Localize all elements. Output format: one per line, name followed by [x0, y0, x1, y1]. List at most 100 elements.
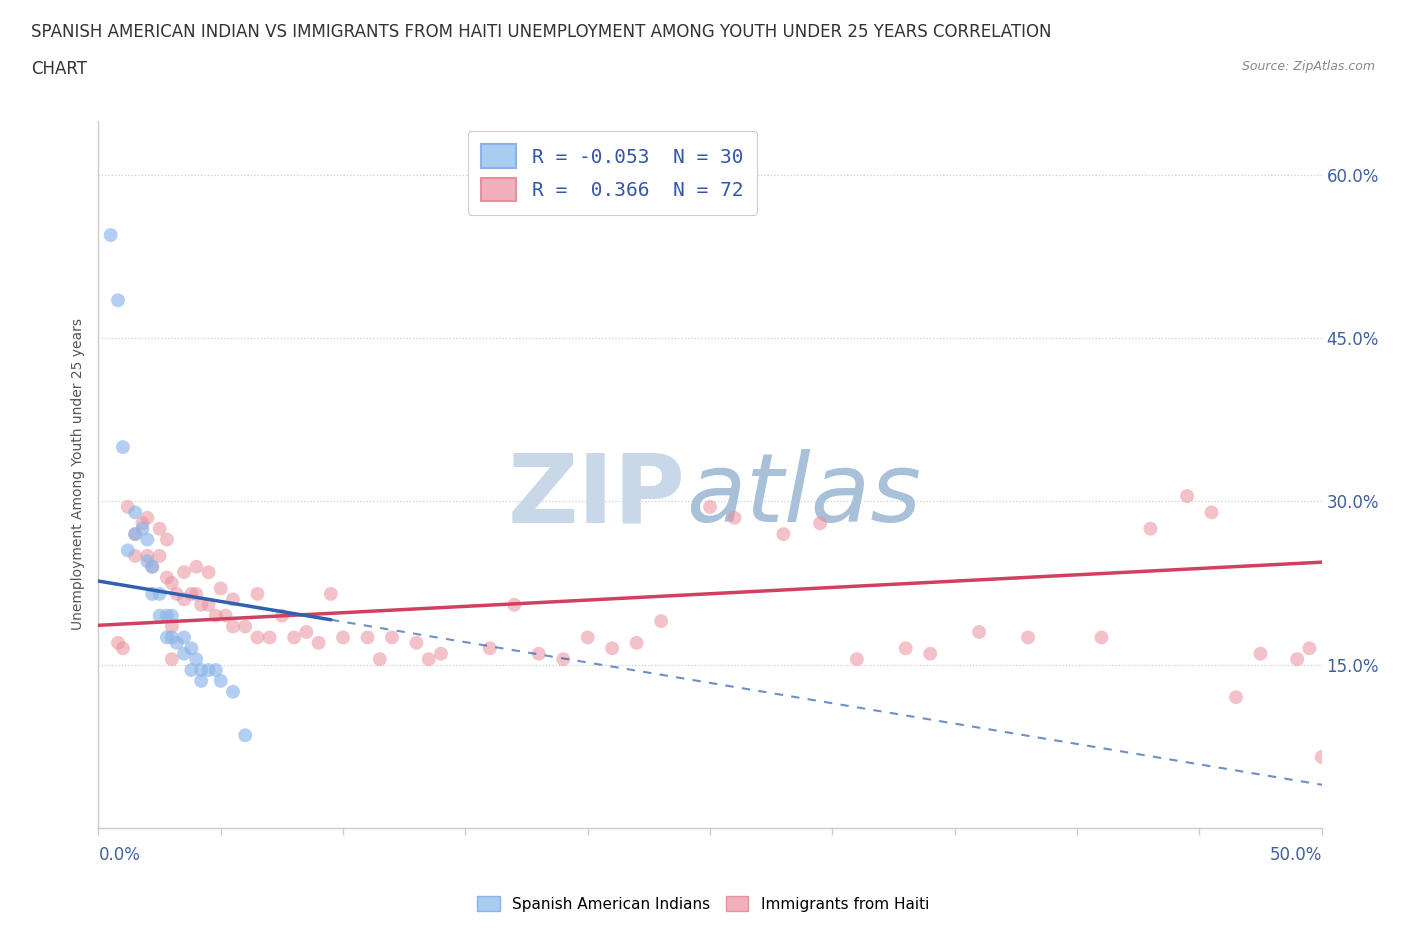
Point — [166, 635, 188, 650]
Point — [186, 587, 208, 602]
Text: atlas: atlas — [686, 449, 921, 542]
Point — [1090, 630, 1112, 644]
Point — [405, 635, 427, 650]
Point — [156, 570, 179, 585]
Point — [283, 630, 305, 644]
Point — [576, 630, 599, 644]
Point — [1017, 630, 1039, 644]
Point — [920, 646, 942, 661]
Point — [173, 591, 195, 606]
Point — [418, 652, 440, 667]
Point — [308, 635, 330, 650]
Legend: R = -0.053  N = 30, R =  0.366  N = 72: R = -0.053 N = 30, R = 0.366 N = 72 — [468, 130, 756, 215]
Point — [723, 511, 745, 525]
Point — [1225, 690, 1247, 705]
Point — [124, 549, 146, 564]
Point — [141, 559, 163, 574]
Point — [180, 641, 202, 656]
Point — [197, 565, 219, 579]
Point — [131, 521, 153, 536]
Point — [190, 662, 212, 677]
Point — [160, 630, 183, 644]
Point — [197, 597, 219, 612]
Point — [222, 591, 245, 606]
Point — [527, 646, 550, 661]
Point — [136, 511, 159, 525]
Point — [136, 532, 159, 547]
Point — [136, 549, 159, 564]
Point — [190, 673, 212, 688]
Point — [1139, 521, 1161, 536]
Point — [166, 587, 188, 602]
Point — [430, 646, 453, 661]
Point — [156, 532, 179, 547]
Text: 50.0%: 50.0% — [1270, 846, 1322, 864]
Point — [478, 641, 501, 656]
Point — [209, 581, 232, 596]
Point — [772, 526, 794, 541]
Point — [553, 652, 575, 667]
Point — [117, 499, 139, 514]
Point — [124, 526, 146, 541]
Point — [600, 641, 623, 656]
Point — [149, 587, 172, 602]
Point — [190, 597, 212, 612]
Point — [894, 641, 917, 656]
Point — [246, 587, 269, 602]
Point — [259, 630, 281, 644]
Point — [111, 440, 134, 455]
Point — [808, 516, 831, 531]
Point — [131, 516, 153, 531]
Point — [205, 662, 228, 677]
Point — [1286, 652, 1309, 667]
Point — [197, 662, 219, 677]
Point — [160, 619, 183, 634]
Point — [332, 630, 354, 644]
Point — [319, 587, 342, 602]
Point — [222, 619, 245, 634]
Point — [149, 521, 172, 536]
Point — [160, 608, 183, 623]
Point — [107, 293, 129, 308]
Text: SPANISH AMERICAN INDIAN VS IMMIGRANTS FROM HAITI UNEMPLOYMENT AMONG YOUTH UNDER : SPANISH AMERICAN INDIAN VS IMMIGRANTS FR… — [31, 23, 1052, 41]
Point — [626, 635, 648, 650]
Point — [111, 641, 134, 656]
Point — [117, 543, 139, 558]
Point — [368, 652, 391, 667]
Point — [173, 565, 195, 579]
Point — [180, 662, 202, 677]
Point — [356, 630, 378, 644]
Point — [222, 684, 245, 699]
Point — [186, 559, 208, 574]
Y-axis label: Unemployment Among Youth under 25 years: Unemployment Among Youth under 25 years — [72, 318, 86, 631]
Point — [124, 526, 146, 541]
Point — [149, 549, 172, 564]
Point — [1175, 488, 1198, 503]
Point — [160, 576, 183, 591]
Point — [295, 625, 318, 640]
Point — [381, 630, 404, 644]
Point — [845, 652, 868, 667]
Point — [1298, 641, 1320, 656]
Point — [205, 608, 228, 623]
Point — [141, 587, 163, 602]
Point — [180, 587, 202, 602]
Text: ZIP: ZIP — [508, 449, 686, 542]
Point — [1201, 505, 1223, 520]
Point — [699, 499, 721, 514]
Point — [100, 228, 122, 243]
Text: CHART: CHART — [31, 60, 87, 78]
Point — [270, 608, 294, 623]
Point — [156, 608, 179, 623]
Text: Source: ZipAtlas.com: Source: ZipAtlas.com — [1241, 60, 1375, 73]
Point — [233, 728, 256, 743]
Point — [156, 630, 179, 644]
Point — [967, 625, 990, 640]
Point — [209, 673, 232, 688]
Point — [1310, 750, 1333, 764]
Text: 0.0%: 0.0% — [98, 846, 141, 864]
Point — [149, 608, 172, 623]
Point — [160, 652, 183, 667]
Point — [141, 559, 163, 574]
Point — [650, 614, 672, 629]
